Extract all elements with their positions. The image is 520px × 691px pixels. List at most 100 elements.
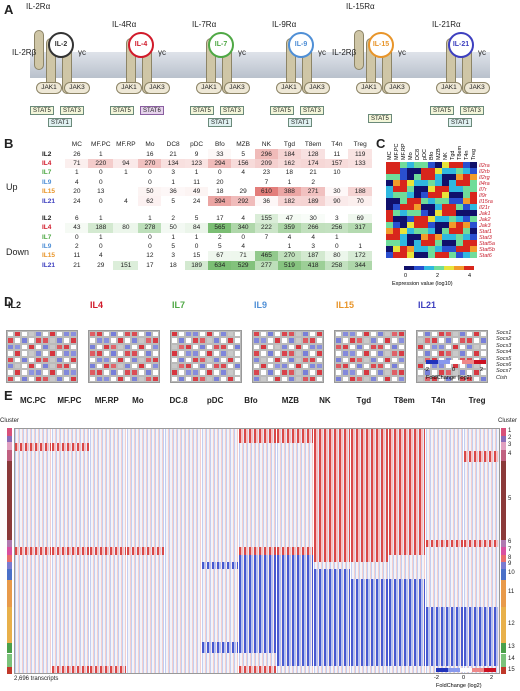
heatmap-cell — [414, 186, 421, 192]
socs-cell — [63, 356, 70, 363]
heatmap-block — [314, 568, 351, 580]
socs-cell — [28, 331, 35, 338]
socs-cell — [103, 356, 110, 363]
socs-cell — [384, 369, 391, 376]
up-row: IL9 4 0 0 1 11 20 7 1 2 — [42, 178, 372, 187]
column-header: Bfo — [214, 141, 225, 149]
count-cell: 256 — [325, 223, 349, 233]
column-label: Tgd — [450, 151, 456, 160]
expression-heatmap: MC MF.PC MF.RP Mo DC8 pDC Bfo MZB NK Tgd T8em T4n Tr… — [386, 143, 495, 287]
socs-cell — [192, 331, 199, 338]
socs-cell — [42, 356, 49, 363]
gene-label: Stat3 — [479, 235, 493, 241]
heatmap-block — [463, 641, 499, 653]
heatmap-block — [388, 652, 426, 667]
stat-stat1: STAT1 — [48, 118, 72, 127]
heatmap-block — [239, 561, 276, 569]
socs-cell — [206, 350, 213, 357]
socs-cell — [342, 362, 349, 370]
legend-swatch — [436, 668, 448, 672]
socs-cell — [42, 362, 49, 370]
heatmap-block — [239, 437, 276, 443]
socs-cell — [316, 331, 323, 338]
heatmap-cell — [456, 222, 463, 228]
socs-cell — [398, 343, 405, 351]
socs-cell — [445, 350, 452, 357]
socs-cell — [253, 356, 260, 363]
count-cell: 634 — [208, 260, 232, 271]
up-row: IL2 26 1 16 21 9 33 5 296 184 128 11 119 — [42, 149, 372, 159]
socs-cell — [281, 369, 288, 376]
heatmap-cell — [386, 222, 393, 228]
socs-cell — [138, 362, 145, 370]
group-label: NK — [319, 396, 331, 405]
socs-cell — [192, 337, 199, 344]
socs-cell — [185, 343, 192, 351]
socs-cell — [7, 356, 14, 363]
socs-cell — [185, 375, 192, 383]
heatmap-block — [127, 561, 164, 569]
heatmap-cell — [393, 252, 400, 258]
count-cell: 84 — [184, 223, 209, 233]
gene-label: Il9r — [479, 193, 488, 199]
cluster-bar-right — [501, 667, 506, 674]
column-label: MC — [387, 151, 393, 160]
count-cell: 317 — [348, 223, 372, 233]
legend-swatch — [484, 668, 496, 672]
heatmap-block — [52, 442, 89, 451]
socs-cell — [473, 331, 480, 338]
legend-swatch — [450, 360, 462, 364]
socs-cell — [473, 337, 480, 344]
group-label: Bfo — [244, 396, 258, 405]
heatmap-block — [463, 579, 499, 607]
heatmap-cell — [435, 192, 442, 198]
heatmap-block — [463, 437, 499, 443]
gene-label: Stat6 — [479, 253, 493, 259]
socs-cell — [253, 350, 260, 357]
socs-cell — [459, 331, 466, 338]
socs-cell — [213, 337, 220, 344]
heatmap-cell — [400, 246, 407, 252]
socs-cell — [424, 331, 431, 338]
socs-cell — [35, 343, 42, 351]
heatmap-cell — [386, 192, 393, 198]
heatmap-block — [15, 579, 52, 607]
heatmap-cell — [463, 174, 470, 180]
heatmap-cell — [456, 210, 463, 216]
socs-cell — [480, 337, 487, 344]
count-cell: 151 — [113, 260, 139, 271]
socs-cell — [398, 375, 405, 383]
count-cell: 1 — [98, 150, 103, 158]
socs-cell — [295, 331, 302, 338]
count-cell: 0 — [218, 169, 222, 177]
socs-cell — [281, 337, 288, 344]
socs-cell — [213, 331, 220, 338]
column-label: Treg — [471, 149, 477, 160]
heatmap-block — [52, 555, 89, 562]
socs-cell — [452, 337, 459, 344]
socs-cell — [227, 337, 234, 344]
cluster-bar-right — [501, 642, 506, 654]
column-label: T8em — [457, 146, 463, 160]
count-cell: 0 — [98, 169, 103, 177]
socs-cell — [431, 337, 438, 344]
heatmap-cell — [442, 162, 449, 168]
count-cell: 5 — [171, 197, 175, 205]
column-label: MF.RP — [401, 143, 407, 160]
count-cell: 133 — [348, 158, 372, 169]
heatmap-block — [52, 606, 89, 642]
socs-cell — [452, 350, 459, 357]
heatmap-cell — [435, 234, 442, 240]
socs-cell — [377, 369, 384, 376]
heatmap-block — [426, 429, 463, 438]
socs-cell — [185, 356, 192, 363]
group-label: MF.PC — [57, 396, 82, 405]
socs-cell — [63, 343, 70, 351]
count-cell: 565 — [208, 223, 232, 233]
socs-cell — [398, 362, 405, 370]
heatmap-cell — [463, 210, 470, 216]
heatmap-block — [426, 579, 463, 607]
cluster-bar-left — [7, 460, 12, 541]
socs-cell — [363, 343, 370, 351]
count-cell: 4 — [311, 233, 315, 241]
